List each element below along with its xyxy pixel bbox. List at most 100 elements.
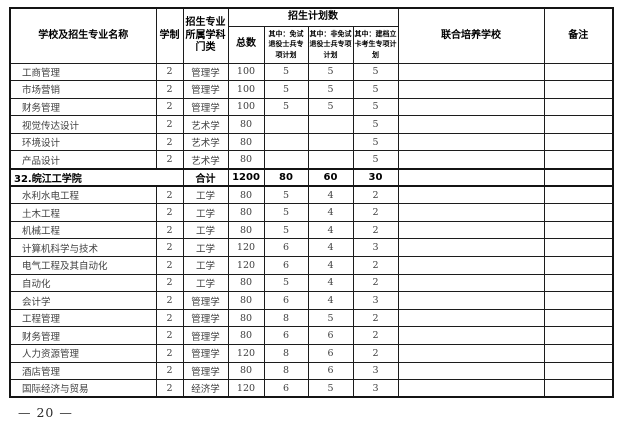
major-name-cell: 酒店管理: [9, 361, 157, 381]
registered-poor-cell: 5: [352, 80, 399, 99]
exempt-veteran-cell: 80: [263, 167, 309, 188]
registered-poor-cell: 2: [352, 185, 399, 205]
duration-cell: 2: [155, 150, 184, 170]
discipline-cell: 工学: [182, 185, 229, 205]
discipline-cell: 管理学: [182, 62, 229, 82]
registered-poor-cell: 5: [352, 132, 399, 152]
joint-school-cell: [397, 379, 545, 398]
remark-cell: [543, 167, 614, 188]
non-exempt-veteran-cell: 4: [307, 220, 354, 240]
major-name-cell: 水利水电工程: [9, 185, 157, 205]
registered-poor-cell: 2: [352, 326, 399, 345]
exempt-veteran-cell: 6: [263, 379, 309, 398]
registered-poor-cell: 3: [352, 379, 399, 398]
exempt-veteran-cell: [263, 115, 309, 134]
registered-poor-cell: 2: [352, 203, 399, 222]
table-row: 财务管理 2 管理学 80 6 6 2: [9, 326, 614, 345]
duration-cell: 2: [155, 308, 184, 328]
duration-cell: 2: [155, 344, 184, 363]
remark-cell: [543, 326, 614, 345]
registered-poor-cell: 2: [352, 308, 399, 328]
major-name-cell: 自动化: [9, 273, 157, 293]
header-duration: 学制: [155, 7, 184, 64]
remark-cell: [543, 344, 614, 363]
table-row: 机械工程 2 工学 80 5 4 2: [9, 220, 614, 240]
non-exempt-veteran-cell: 5: [307, 62, 354, 82]
header-discipline: 招生专业所属学科门类: [182, 7, 229, 64]
major-name-cell: 电气工程及其自动化: [9, 256, 157, 275]
joint-school-cell: [397, 97, 545, 117]
remark-cell: [543, 220, 614, 240]
table-row: 环境设计 2 艺术学 80 5: [9, 132, 614, 152]
total-cell: 1200: [227, 167, 265, 188]
total-cell: 120: [227, 256, 265, 275]
major-name-cell: 工程管理: [9, 308, 157, 328]
non-exempt-veteran-cell: 6: [307, 344, 354, 363]
page-number: — 20 —: [18, 405, 73, 420]
table-row: 酒店管理 2 管理学 80 8 6 3: [9, 361, 614, 381]
table-row: 土木工程 2 工学 80 5 4 2: [9, 203, 614, 222]
non-exempt-veteran-cell: 5: [307, 308, 354, 328]
discipline-cell: 工学: [182, 273, 229, 293]
major-name-cell: 计算机科学与技术: [9, 238, 157, 258]
duration-cell: 2: [155, 185, 184, 205]
remark-cell: [543, 203, 614, 222]
header-non-exempt-veteran: 其中：非免试退役士兵专项计划: [307, 25, 354, 64]
non-exempt-veteran-cell: 6: [307, 326, 354, 345]
remark-cell: [543, 80, 614, 99]
major-name-cell: 机械工程: [9, 220, 157, 240]
header-school-major: 学校及招生专业名称: [9, 7, 157, 64]
non-exempt-veteran-cell: 4: [307, 238, 354, 258]
table-row: 市场营销 2 管理学 100 5 5 5: [9, 80, 614, 99]
table-row: 水利水电工程 2 工学 80 5 4 2: [9, 185, 614, 205]
table-row: 计算机科学与技术 2 工学 120 6 4 3: [9, 238, 614, 258]
total-cell: 120: [227, 238, 265, 258]
non-exempt-veteran-cell: 6: [307, 361, 354, 381]
table-row: 财务管理 2 管理学 100 5 5 5: [9, 97, 614, 117]
discipline-cell: 经济学: [182, 379, 229, 398]
duration-cell: 2: [155, 97, 184, 117]
duration-cell: 2: [155, 326, 184, 345]
joint-school-cell: [397, 361, 545, 381]
registered-poor-cell: 5: [352, 62, 399, 82]
discipline-cell: 管理学: [182, 344, 229, 363]
joint-school-cell: [397, 344, 545, 363]
registered-poor-cell: 30: [352, 167, 399, 188]
remark-cell: [543, 150, 614, 170]
header-registered-poor: 其中：建档立卡考生专项计划: [352, 25, 399, 64]
joint-school-cell: [397, 308, 545, 328]
table-row: 产品设计 2 艺术学 80 5: [9, 150, 614, 170]
header-remark: 备注: [543, 7, 614, 64]
total-cell: 80: [227, 273, 265, 293]
exempt-veteran-cell: 8: [263, 308, 309, 328]
registered-poor-cell: 3: [352, 238, 399, 258]
table-row: 工程管理 2 管理学 80 8 5 2: [9, 308, 614, 328]
remark-cell: [543, 308, 614, 328]
total-cell: 80: [227, 203, 265, 222]
discipline-cell: 工学: [182, 203, 229, 222]
major-name-cell: 会计学: [9, 291, 157, 310]
major-name-cell: 国际经济与贸易: [9, 379, 157, 398]
non-exempt-veteran-cell: 4: [307, 291, 354, 310]
discipline-cell: 管理学: [182, 326, 229, 345]
joint-school-cell: [397, 291, 545, 310]
non-exempt-veteran-cell: 5: [307, 97, 354, 117]
non-exempt-veteran-cell: 5: [307, 379, 354, 398]
exempt-veteran-cell: 5: [263, 97, 309, 117]
table-row: 自动化 2 工学 80 5 4 2: [9, 273, 614, 293]
exempt-veteran-cell: 5: [263, 220, 309, 240]
exempt-veteran-cell: 5: [263, 62, 309, 82]
major-name-cell: 土木工程: [9, 203, 157, 222]
registered-poor-cell: 3: [352, 361, 399, 381]
major-name-cell: 财务管理: [9, 97, 157, 117]
total-cell: 80: [227, 185, 265, 205]
table-row: 电气工程及其自动化 2 工学 120 6 4 2: [9, 256, 614, 275]
joint-school-cell: [397, 238, 545, 258]
header-total: 总数: [227, 25, 265, 64]
total-cell: 80: [227, 308, 265, 328]
exempt-veteran-cell: [263, 150, 309, 170]
major-name-cell: 环境设计: [9, 132, 157, 152]
table-body: 工商管理 2 管理学 100 5 5 5 市场营销 2 管理学 100 5 5 …: [9, 62, 614, 398]
remark-cell: [543, 115, 614, 134]
total-cell: 100: [227, 97, 265, 117]
